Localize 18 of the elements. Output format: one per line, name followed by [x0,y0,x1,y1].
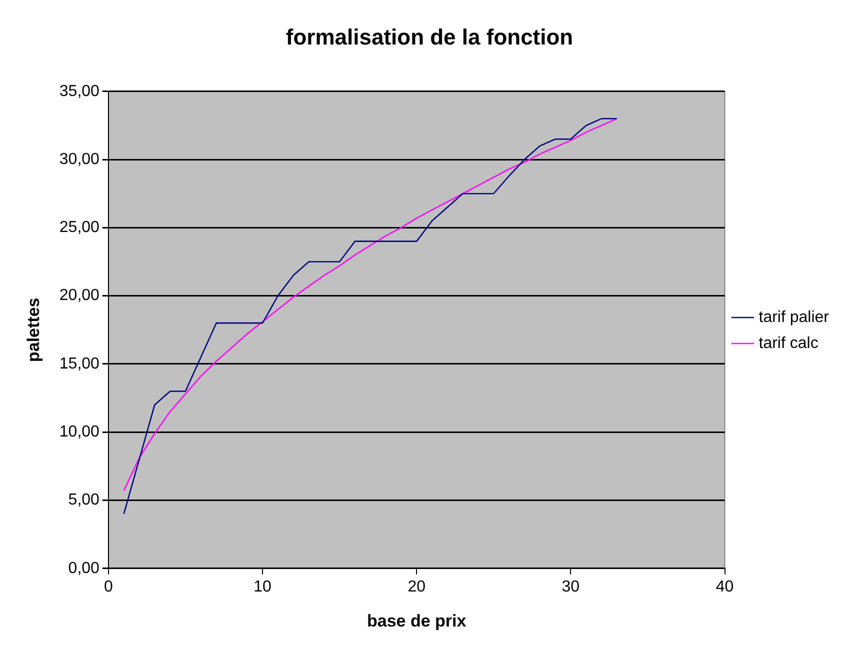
x-tick-label: 40 [716,578,734,596]
y-tick-label: 5,00 [68,492,100,509]
y-tick-label: 30,00 [59,150,100,168]
x-tick-label: 0 [104,578,113,596]
x-tick-label: 10 [254,578,272,596]
chart-title: formalisation de la fonction [286,24,574,50]
y-tick-label: 20,00 [59,287,100,304]
y-tick-label: 10,00 [59,424,100,441]
legend-label: tarif calc [758,334,818,352]
x-tick-label: 20 [408,578,426,596]
y-axis-title: palettes [24,298,43,362]
x-tick-label: 30 [562,578,580,596]
y-tick-label: 35,00 [59,82,100,100]
y-tick-label: 15,00 [59,355,100,372]
legend-label: tarif palier [758,308,830,326]
y-tick-label: 0,00 [68,560,100,577]
x-axis-title: base de prix [366,611,467,630]
y-tick-label: 25,00 [59,219,100,236]
